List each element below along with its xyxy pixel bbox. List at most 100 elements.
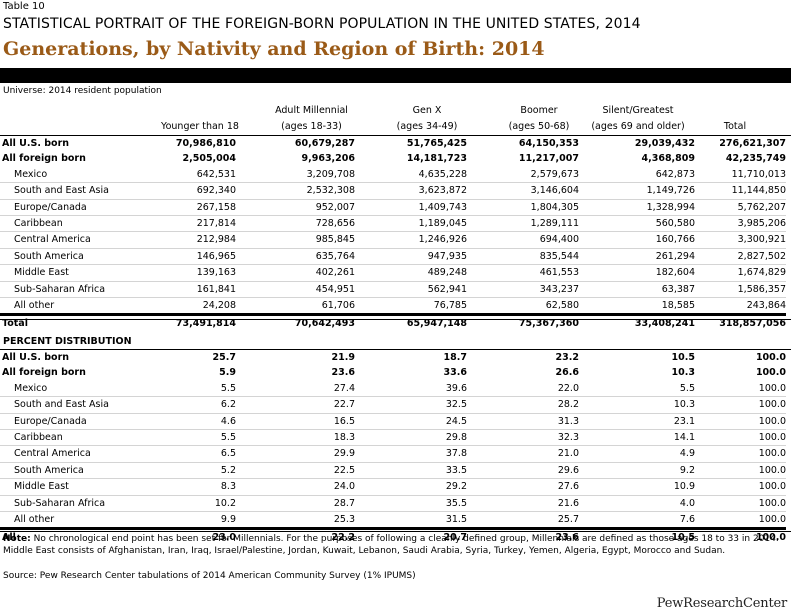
cell-value: 22.5 <box>236 461 355 479</box>
universe-note: Universe: 2014 resident population <box>3 86 162 96</box>
cell-value: 75,367,360 <box>467 313 579 332</box>
cell-value: 1,586,357 <box>695 280 786 298</box>
table-row: Sub-Saharan Africa 161,841 454,951 562,941 3… <box>0 280 786 298</box>
row-label: All <box>0 527 132 546</box>
cell-value: 562,941 <box>355 280 467 298</box>
table-row: South America 5.2 22.5 33.5 29.6 9.2 100.0 <box>0 461 786 479</box>
cell-value: 35.5 <box>355 494 467 512</box>
table-row-pct-all-foreign-born: All foreign born 5.9 23.6 33.6 26.6 10.3 100.0 <box>0 365 786 380</box>
table-number: Table 10 <box>3 1 45 12</box>
cell-value: 100.0 <box>695 445 786 463</box>
cell-value: 8.3 <box>132 478 236 496</box>
source-line: Source: Pew Research Center tabulations … <box>3 571 416 581</box>
percent-heading-rule <box>0 349 791 350</box>
cell-value: 11,217,007 <box>518 153 579 165</box>
table-row: Central America 6.5 29.9 37.8 21.0 4.9 100.0 <box>0 445 786 463</box>
cell-value: 2,827,502 <box>695 247 786 265</box>
table-row: Middle East 139,163 402,261 489,248 461,553 1… <box>0 264 786 282</box>
column-header-boomer: Boomer (ages 50-68) <box>508 105 570 132</box>
cell-value: 31.5 <box>355 511 467 529</box>
cell-value: 25.7 <box>467 511 579 529</box>
cell-value: 161,841 <box>132 280 236 298</box>
cell-value: 4,635,228 <box>418 168 467 180</box>
row-label: South America <box>0 247 132 265</box>
cell-value: 22.2 <box>236 527 355 546</box>
cell-value: 3,300,921 <box>695 231 786 249</box>
table-row: South America 146,965 635,764 947,935 835,54… <box>0 247 786 265</box>
cell-value: 33,408,241 <box>579 313 695 332</box>
row-label: South and East Asia <box>0 396 132 414</box>
cell-value: 31.3 <box>467 412 579 430</box>
cell-value: 10.5 <box>671 352 695 363</box>
cell-value: 6.5 <box>132 445 236 463</box>
column-header-genx: Gen X (ages 34-49) <box>396 105 458 132</box>
table-row: Central America 212,984 985,845 1,246,926 69… <box>0 231 786 249</box>
cell-value: 267,158 <box>132 198 236 216</box>
column-header-younger: Younger than 18 <box>161 121 239 132</box>
column-header-total: Total <box>723 121 747 132</box>
report-supertitle: STATISTICAL PORTRAIT OF THE FOREIGN-BORN… <box>3 16 641 32</box>
cell-value: 27.6 <box>467 478 579 496</box>
table-row: Mexico 5.5 27.4 39.6 22.0 5.5 100.0 <box>0 381 786 397</box>
cell-value: 29,039,432 <box>634 138 695 149</box>
column-header-millennial: Adult Millennial (ages 18-33) <box>275 105 348 132</box>
cell-value: 692,340 <box>132 182 236 200</box>
cell-value: 10.2 <box>132 494 236 512</box>
cell-value: 1,149,726 <box>579 182 695 200</box>
table-row: Caribbean 217,814 728,656 1,189,045 1,289,11… <box>0 215 786 232</box>
row-label: Mexico <box>14 382 48 394</box>
row-label: All foreign born <box>2 367 86 379</box>
cell-value: 21.6 <box>467 494 579 512</box>
cell-value: 694,400 <box>467 231 579 249</box>
cell-value: 100.0 <box>695 494 786 512</box>
cell-value: 1,674,829 <box>695 264 786 282</box>
cell-value: 1,246,926 <box>355 231 467 249</box>
table-row-total: Total 73,491,814 70,642,493 65,947,148 75,36… <box>0 313 786 332</box>
cell-value: 217,814 <box>132 215 236 232</box>
cell-value: 947,935 <box>355 247 467 265</box>
cell-value: 100.0 <box>695 461 786 479</box>
table-row: Middle East 8.3 24.0 29.2 27.6 10.9 100.0 <box>0 478 786 496</box>
table-row-all-foreign-born: All foreign born 2,505,004 9,963,206 14,181… <box>0 151 786 166</box>
row-label: Central America <box>0 445 132 463</box>
cell-value: 21.9 <box>331 352 355 363</box>
cell-value: 23.0 <box>132 527 236 546</box>
cell-value: 2,505,004 <box>182 153 237 165</box>
cell-value: 62,580 <box>467 297 579 315</box>
cell-value: 3,209,708 <box>306 168 355 180</box>
cell-value: 29.8 <box>355 429 467 446</box>
row-label: All other <box>0 297 132 315</box>
table-row-all-us-born: All U.S. born 70,986,810 60,679,287 51,765,… <box>0 136 786 151</box>
cell-value: 835,544 <box>467 247 579 265</box>
row-label: South America <box>0 461 132 479</box>
cell-value: 23.2 <box>555 352 579 363</box>
cell-value: 24,208 <box>132 297 236 315</box>
cell-value: 10.5 <box>579 527 695 546</box>
cell-value: 182,604 <box>579 264 695 282</box>
cell-value: 318,857,056 <box>695 313 786 332</box>
cell-value: 24.5 <box>355 412 467 430</box>
cell-value: 14.1 <box>579 429 695 446</box>
cell-value: 23.6 <box>467 527 579 546</box>
cell-value: 18.3 <box>236 429 355 446</box>
cell-value: 642,531 <box>196 168 236 180</box>
cell-value: 4.9 <box>579 445 695 463</box>
cell-value: 33.5 <box>355 461 467 479</box>
cell-value: 100.0 <box>758 382 786 394</box>
cell-value: 70,986,810 <box>175 138 236 149</box>
cell-value: 560,580 <box>579 215 695 232</box>
cell-value: 1,804,305 <box>467 198 579 216</box>
note-text: No chronological end point has been set … <box>3 534 779 556</box>
cell-value: 37.8 <box>355 445 467 463</box>
note-label: Note: <box>3 534 31 544</box>
cell-value: 70,642,493 <box>236 313 355 332</box>
cell-value: 343,237 <box>467 280 579 298</box>
cell-value: 25.7 <box>212 352 236 363</box>
cell-value: 2,532,308 <box>236 182 355 200</box>
cell-value: 100.0 <box>695 511 786 529</box>
cell-value: 32.3 <box>467 429 579 446</box>
cell-value: 4,368,809 <box>641 153 696 165</box>
cell-value: 100.0 <box>695 429 786 446</box>
cell-value: 642,873 <box>655 168 695 180</box>
cell-value: 5.5 <box>679 382 695 394</box>
